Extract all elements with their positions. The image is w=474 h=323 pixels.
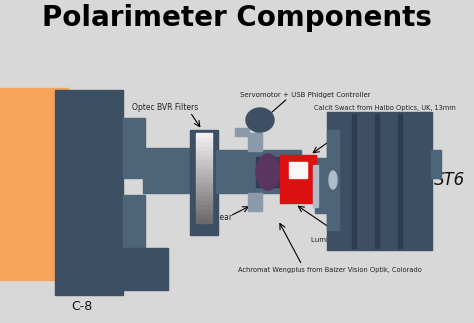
Bar bbox=[196, 218, 212, 223]
Ellipse shape bbox=[246, 108, 274, 132]
Bar bbox=[123, 195, 145, 250]
Bar bbox=[196, 155, 212, 160]
Bar bbox=[0, 88, 68, 280]
Text: Luminance filter (400-700 nm): Luminance filter (400-700 nm) bbox=[311, 237, 419, 243]
Bar bbox=[196, 164, 212, 169]
Bar bbox=[327, 130, 339, 230]
Ellipse shape bbox=[329, 171, 337, 189]
Bar bbox=[196, 205, 212, 210]
Bar bbox=[196, 160, 212, 165]
Text: ring gear: ring gear bbox=[198, 214, 233, 223]
Bar bbox=[327, 112, 432, 250]
Bar bbox=[190, 130, 218, 235]
Bar bbox=[375, 114, 379, 248]
Bar bbox=[431, 150, 441, 178]
Bar bbox=[313, 165, 318, 207]
Bar bbox=[196, 147, 212, 151]
Bar bbox=[256, 157, 280, 187]
Bar bbox=[315, 158, 327, 213]
Text: Optec BVR Filters: Optec BVR Filters bbox=[132, 103, 198, 112]
Text: Polarimeter Components: Polarimeter Components bbox=[42, 4, 432, 32]
Bar bbox=[248, 133, 262, 151]
Text: C-8: C-8 bbox=[72, 300, 92, 314]
Bar bbox=[196, 210, 212, 214]
Bar bbox=[196, 138, 212, 142]
Bar bbox=[196, 169, 212, 174]
Bar bbox=[255, 122, 260, 135]
Bar bbox=[123, 118, 145, 178]
Bar bbox=[280, 155, 316, 203]
Bar bbox=[196, 192, 212, 196]
Text: Achromat Wengplus from Baizer Vision Optik, Colorado: Achromat Wengplus from Baizer Vision Opt… bbox=[238, 267, 422, 273]
Ellipse shape bbox=[256, 154, 280, 190]
Text: Calcit Swact from Halbo Optics, UK, 13mm: Calcit Swact from Halbo Optics, UK, 13mm bbox=[314, 105, 456, 111]
Bar bbox=[398, 114, 402, 248]
Bar bbox=[196, 182, 212, 187]
Bar bbox=[216, 150, 301, 193]
Bar bbox=[196, 187, 212, 192]
Bar bbox=[55, 90, 123, 295]
Bar bbox=[196, 133, 212, 138]
Bar bbox=[196, 151, 212, 156]
Bar bbox=[248, 193, 262, 211]
Bar bbox=[289, 162, 307, 178]
Bar bbox=[196, 214, 212, 219]
Bar bbox=[196, 178, 212, 183]
Bar bbox=[196, 173, 212, 178]
Bar bbox=[196, 142, 212, 147]
Bar bbox=[90, 248, 168, 290]
Bar bbox=[196, 196, 212, 201]
Text: Servomotor + USB Phidget Controller: Servomotor + USB Phidget Controller bbox=[240, 92, 370, 98]
Bar bbox=[352, 114, 356, 248]
Bar bbox=[196, 201, 212, 205]
Bar bbox=[143, 148, 193, 193]
Text: ST6: ST6 bbox=[434, 171, 465, 189]
Bar bbox=[235, 128, 249, 136]
